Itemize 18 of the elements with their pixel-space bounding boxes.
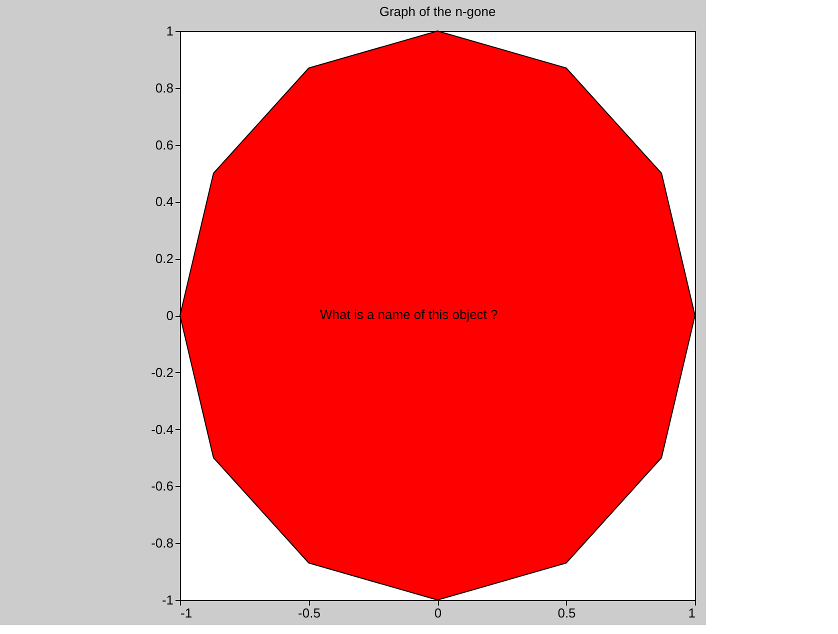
y-tick-label: -0.4 <box>151 422 174 437</box>
x-tick-label: -1 <box>180 606 192 620</box>
x-tick-label: 0.5 <box>558 606 576 620</box>
y-tick-label: -0.8 <box>151 536 174 551</box>
y-tick-label: -0.2 <box>151 364 174 380</box>
y-tick-label: 0.8 <box>155 80 174 96</box>
x-tick-label: 0 <box>434 606 442 620</box>
chart-title: Graph of the n-gone <box>379 4 496 19</box>
annotation: What is a name of this object ? <box>320 307 498 322</box>
y-tick-label: -1 <box>162 592 174 608</box>
y-tick-label: 0.2 <box>155 251 174 266</box>
x-tick-label: -0.5 <box>298 606 320 620</box>
y-tick-label: 0.6 <box>155 137 174 152</box>
y-tick-label: 0 <box>166 308 174 323</box>
y-tick-label: 0.4 <box>155 194 174 210</box>
x-tick-label: 1 <box>688 606 696 620</box>
y-tick-label: -0.6 <box>151 478 174 494</box>
y-tick-label: 1 <box>166 24 174 38</box>
